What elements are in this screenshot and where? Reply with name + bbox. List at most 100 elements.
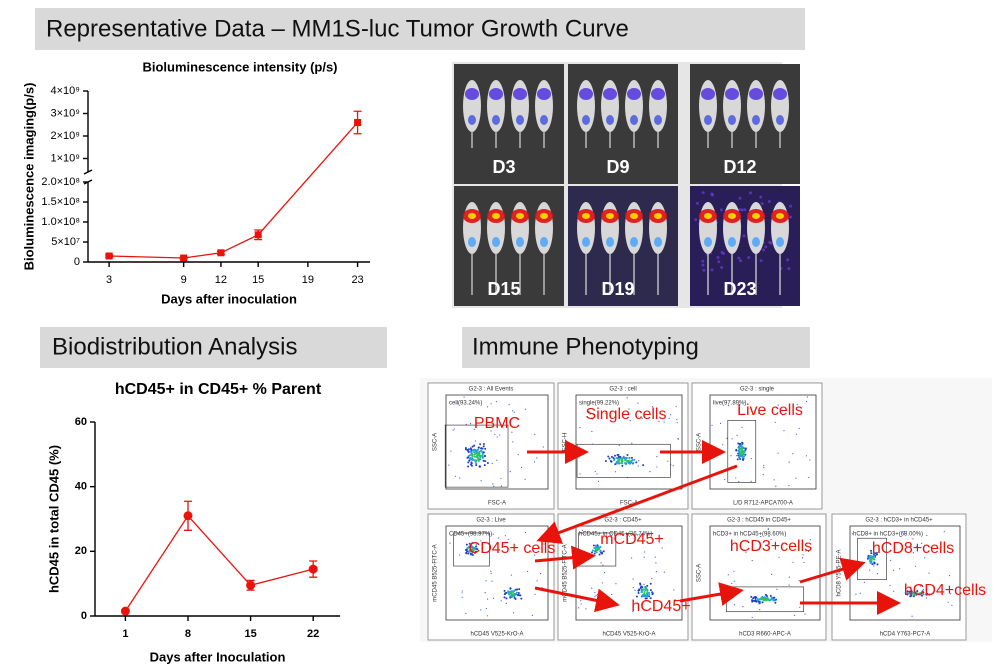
event-dot xyxy=(466,448,469,451)
event-dot xyxy=(873,562,876,565)
event-dot xyxy=(651,591,654,594)
signal-speckle xyxy=(740,208,744,212)
event-dot xyxy=(788,584,790,586)
event-dot xyxy=(915,594,918,597)
event-dot xyxy=(870,552,873,555)
event-dot xyxy=(654,556,656,558)
event-dot xyxy=(805,400,808,403)
event-dot xyxy=(872,555,875,558)
event-dot xyxy=(742,453,745,456)
signal-speckle xyxy=(742,234,746,238)
event-dot xyxy=(906,593,909,596)
event-dot xyxy=(579,473,581,475)
event-dot xyxy=(925,593,928,596)
event-dot xyxy=(511,431,513,433)
event-dot xyxy=(473,551,476,554)
signal xyxy=(704,213,712,219)
event-dot xyxy=(648,593,651,596)
event-dot xyxy=(519,594,522,597)
event-dot xyxy=(598,553,601,556)
event-dot xyxy=(530,551,532,553)
event-dot xyxy=(893,569,895,571)
event-dot xyxy=(613,459,616,462)
signal-speckle xyxy=(743,208,747,212)
event-dot xyxy=(453,428,455,430)
section-header-bar xyxy=(462,327,810,368)
signal xyxy=(540,237,548,247)
flow-gate-label: live(97.89%) xyxy=(713,401,746,407)
event-dot xyxy=(733,580,735,582)
event-dot xyxy=(728,405,730,407)
data-line xyxy=(124,514,314,612)
event-dot xyxy=(609,460,612,463)
event-dot xyxy=(870,549,873,552)
event-dot xyxy=(805,455,808,457)
event-dot xyxy=(736,455,738,457)
y-tick-label: 1.5×10⁸ xyxy=(41,196,80,208)
event-dot xyxy=(484,460,487,463)
event-dot xyxy=(618,462,621,465)
event-dot xyxy=(770,597,773,600)
event-dot xyxy=(675,405,677,408)
event-dot xyxy=(635,595,638,598)
event-dot xyxy=(480,447,483,450)
event-dot xyxy=(500,477,502,480)
event-dot xyxy=(601,582,604,584)
event-dot xyxy=(637,465,639,467)
event-dot xyxy=(470,461,473,464)
signal xyxy=(627,88,641,100)
event-dot xyxy=(744,447,747,450)
event-dot xyxy=(471,542,474,545)
event-dot xyxy=(731,582,733,585)
event-dot xyxy=(600,562,602,564)
event-dot xyxy=(486,598,489,600)
arrow xyxy=(679,582,744,606)
x-tick-label: 19 xyxy=(302,274,314,286)
event-dot xyxy=(759,598,762,601)
event-dot xyxy=(596,593,599,596)
arrow xyxy=(534,586,620,613)
event-dot xyxy=(605,412,607,414)
data-point xyxy=(180,254,188,262)
event-dot xyxy=(736,434,738,436)
event-dot xyxy=(866,557,869,560)
event-dot xyxy=(614,454,617,457)
event-dot xyxy=(756,598,759,601)
event-dot xyxy=(481,453,484,456)
flow-plot-area xyxy=(445,525,549,621)
event-dot xyxy=(911,615,913,617)
event-dot xyxy=(910,592,913,595)
signal-speckle xyxy=(694,218,698,222)
event-dot xyxy=(913,591,916,594)
event-dot xyxy=(467,465,470,468)
event-dot xyxy=(516,593,519,596)
event-dot xyxy=(758,412,760,414)
event-dot xyxy=(798,427,800,429)
event-dot xyxy=(762,473,764,476)
event-dot xyxy=(524,478,526,480)
event-dot xyxy=(863,581,865,583)
event-dot xyxy=(669,414,672,416)
signal-speckle xyxy=(789,215,793,219)
event-dot xyxy=(510,574,512,576)
event-dot xyxy=(871,563,874,566)
event-dot xyxy=(906,590,909,593)
signal xyxy=(728,237,736,247)
event-dot xyxy=(788,461,790,463)
event-dot xyxy=(672,465,674,467)
x-axis-label: Days after Inoculation xyxy=(150,649,286,664)
event-dot xyxy=(651,406,654,408)
event-dot xyxy=(591,587,593,589)
event-dot xyxy=(719,422,722,425)
event-dot xyxy=(643,593,646,596)
event-dot xyxy=(482,459,485,462)
event-dot xyxy=(782,414,784,416)
event-dot xyxy=(648,595,651,598)
signal xyxy=(630,237,638,247)
event-dot xyxy=(640,589,643,592)
event-dot xyxy=(476,452,479,455)
data-point xyxy=(217,249,225,257)
event-dot xyxy=(855,593,857,595)
flow-x-axis-label: hCD45 V525-KrO-A xyxy=(602,632,655,638)
event-dot xyxy=(632,610,634,613)
